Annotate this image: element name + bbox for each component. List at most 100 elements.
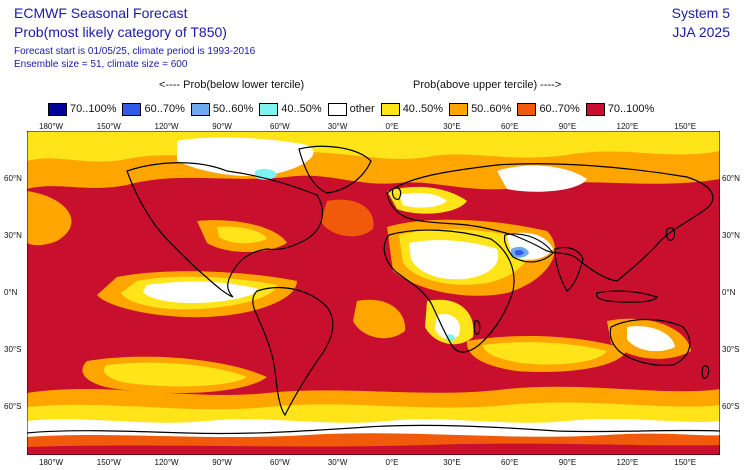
map-subtitle: Prob(most likely category of T850) [14, 24, 227, 40]
lat-tick-label: 60°S [722, 402, 740, 412]
legend-label: 40..50% [402, 103, 444, 115]
legend-item: 50..60% [190, 102, 254, 116]
lon-tick-label: 90°W [212, 458, 232, 467]
legend-swatch [48, 102, 67, 116]
antarctica-coast [27, 424, 720, 435]
caribbean-yellow [217, 226, 267, 244]
lat-tick-label: 30°S [722, 345, 740, 355]
lat-tick-label: 60°S [4, 402, 22, 412]
australia-white [627, 326, 675, 352]
legend-label: 60..70% [144, 103, 185, 115]
legend-swatch [190, 102, 210, 116]
legend-label: 50..60% [212, 103, 254, 115]
lat-tick-label: 30°N [722, 230, 740, 240]
europe-white [399, 193, 447, 208]
above-tercile-label: Prob(above upper tercile) ----> [413, 79, 562, 91]
lon-tick-label: 30°E [443, 122, 461, 131]
lat-tick-label: 60°N [722, 173, 740, 183]
lon-tick-label: 90°W [212, 122, 232, 131]
madagascar-coast [473, 320, 481, 335]
lon-tick-label: 120°E [616, 458, 639, 467]
eurasia-coast [386, 163, 714, 282]
legend-label: 40..50% [281, 103, 322, 115]
legend-item: 50..60% [449, 102, 512, 116]
south-america-coast [252, 286, 334, 417]
legend-swatch [517, 102, 537, 116]
forecast-start-text: Forecast start is 01/05/25, climate peri… [14, 46, 256, 57]
lon-tick-label: 150°W [96, 458, 121, 467]
india-coast [554, 246, 584, 292]
legend-label: 70..100% [607, 103, 655, 115]
legend-item: 70..100% [48, 102, 117, 116]
lon-tick-label: 180°W [39, 458, 64, 467]
lat-tick-label: 0°N [722, 288, 736, 297]
lon-tick-label: 30°W [327, 122, 348, 131]
legend-swatch [122, 102, 142, 116]
lon-tick-label: 150°E [674, 122, 697, 131]
japan-coast [665, 227, 676, 241]
lon-tick-label: 120°W [154, 122, 179, 131]
coastlines [27, 145, 720, 435]
lon-tick-label: 60°E [501, 458, 519, 467]
lon-tick-label: 30°E [443, 458, 461, 467]
system-label: System 5 [671, 5, 730, 21]
npac-orange [27, 191, 72, 246]
new-zealand-coast [701, 365, 710, 379]
arabia-coast [503, 233, 554, 263]
lon-tick-label: 0°E [385, 458, 399, 467]
arabia-blue-60 [515, 249, 524, 256]
legend-item: 60..70% [517, 102, 580, 116]
legend-swatch [585, 102, 605, 116]
lon-tick-label: 90°E [558, 458, 577, 467]
greenland-coast [298, 145, 372, 194]
siberia-white [497, 165, 587, 192]
lon-tick-label: 60°W [270, 122, 290, 131]
legend-item: other [327, 102, 375, 116]
legend-swatch [259, 102, 279, 116]
s-africa-white [435, 314, 460, 340]
legend-label: 70..100% [70, 103, 117, 115]
legend-swatch [327, 102, 347, 116]
spac-yellow [103, 362, 247, 387]
north-america-coast [126, 162, 324, 298]
lon-tick-label: 150°E [674, 458, 697, 467]
lat-tick-label: 60°N [4, 173, 22, 183]
map-title: ECMWF Seasonal Forecast [14, 5, 188, 21]
legend-swatch [449, 102, 469, 116]
uk-coast [391, 187, 402, 200]
lon-tick-label: 60°W [270, 458, 290, 467]
lon-tick-label: 150°W [96, 122, 121, 131]
sio-yellow [483, 342, 607, 365]
legend-item: 60..70% [122, 102, 185, 116]
lat-tick-label: 30°N [4, 230, 22, 240]
probability-map [27, 131, 720, 455]
lon-tick-label: 90°E [558, 122, 577, 131]
lon-tick-label: 120°W [154, 458, 179, 467]
below-tercile-label: <---- Prob(below lower tercile) [159, 79, 305, 91]
antarctica-red [27, 443, 720, 455]
north-africa-white [409, 240, 499, 280]
legend-item: 40..50% [259, 102, 322, 116]
satl-orange [353, 299, 406, 339]
eq-pacific-white [143, 281, 259, 303]
ensemble-size-text: Ensemble size = 51, climate size = 600 [14, 59, 188, 70]
indonesia-coast [595, 290, 658, 303]
lon-tick-label: 120°E [616, 122, 639, 131]
legend-swatch [380, 102, 400, 116]
lon-tick-label: 30°W [327, 458, 348, 467]
legend-label: 60..70% [539, 103, 580, 115]
legend-label: 50..60% [471, 103, 512, 115]
legend: 70..100% 60..70% 50..60% 40..50% other 40..50… [48, 101, 660, 117]
australia-coast [609, 318, 691, 366]
lon-tick-label: 180°W [39, 122, 64, 131]
lat-tick-label: 30°S [4, 345, 22, 355]
legend-item: 40..50% [380, 102, 444, 116]
season-label: JJA 2025 [672, 24, 730, 40]
lon-tick-label: 0°E [385, 122, 399, 131]
africa-coast [383, 229, 515, 353]
legend-label: other [349, 103, 375, 115]
lon-tick-label: 60°E [501, 122, 519, 131]
lat-tick-label: 0°N [4, 288, 18, 297]
legend-item: 70..100% [585, 102, 655, 116]
natl-orange [321, 199, 374, 237]
